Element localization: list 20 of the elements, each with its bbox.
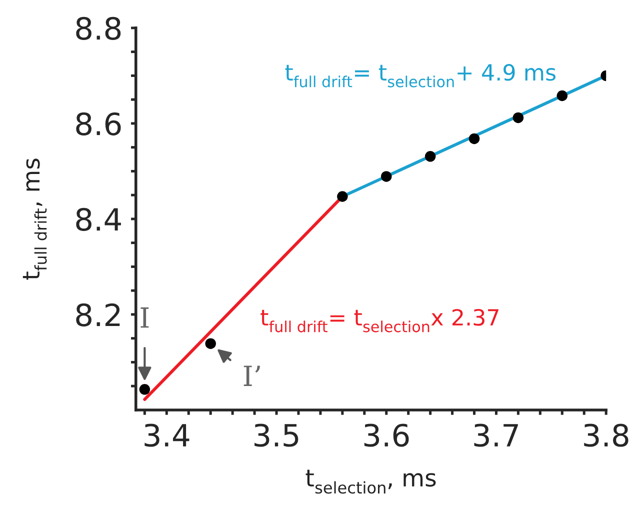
point — [205, 338, 216, 349]
point — [468, 133, 480, 144]
x-tick-label: 3.7 — [474, 424, 518, 447]
point — [337, 191, 348, 202]
annotation: I’ — [244, 366, 260, 386]
x-tick-label: 3.8 — [584, 424, 628, 447]
x-tick-label: 3.5 — [254, 424, 298, 447]
point — [380, 171, 392, 182]
y-tick-label: 8.6 — [76, 112, 121, 136]
point — [139, 384, 150, 395]
point — [556, 90, 568, 102]
annotation: I — [140, 307, 149, 328]
y-axis-title: tfull drift, ms — [22, 158, 47, 280]
point — [424, 151, 436, 162]
x-tick-label: 3.4 — [144, 424, 190, 447]
point — [512, 112, 524, 124]
y-tick-label: 8.8 — [76, 16, 121, 40]
x-tick-label: 3.6 — [364, 424, 409, 447]
y-tick-label: 8.2 — [76, 303, 120, 326]
y-tick-label: 8.4 — [76, 208, 121, 231]
